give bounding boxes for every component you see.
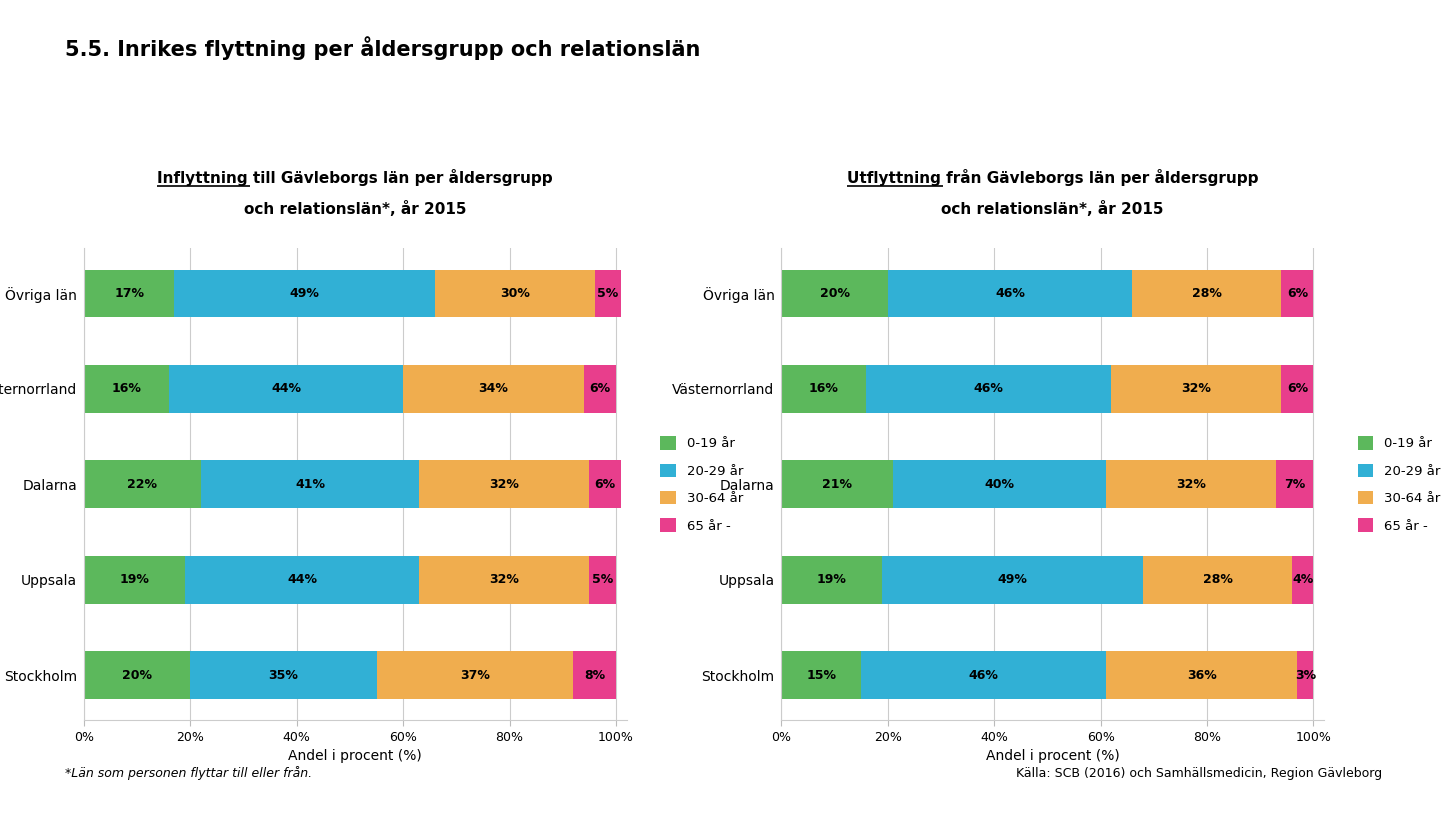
Bar [84, 651, 191, 699]
Text: 16%: 16% [111, 383, 142, 396]
Text: 8%: 8% [585, 668, 605, 681]
Text: 28%: 28% [1192, 287, 1221, 300]
Bar [1292, 556, 1314, 603]
Bar [84, 461, 201, 508]
Text: 5%: 5% [592, 573, 614, 586]
Bar [404, 365, 585, 413]
Bar [1143, 556, 1292, 603]
Text: 22%: 22% [127, 478, 158, 491]
Text: 5.5. Inrikes flyttning per åldersgrupp och relationslän: 5.5. Inrikes flyttning per åldersgrupp o… [65, 37, 700, 60]
Bar [84, 269, 174, 317]
Text: 17%: 17% [114, 287, 145, 300]
Text: 28%: 28% [1202, 573, 1233, 586]
Text: och relationslän*, år 2015: och relationslän*, år 2015 [942, 201, 1163, 217]
Bar [84, 365, 169, 413]
Text: Källa: SCB (2016) och Samhällsmedicin, Region Gävleborg: Källa: SCB (2016) och Samhällsmedicin, R… [1016, 767, 1382, 780]
Text: 41%: 41% [295, 478, 326, 491]
Text: 6%: 6% [595, 478, 616, 491]
Bar [781, 556, 883, 603]
Bar [1106, 461, 1276, 508]
Bar [589, 461, 621, 508]
Text: 6%: 6% [1286, 383, 1308, 396]
Text: 15%: 15% [806, 668, 836, 681]
Bar [1133, 269, 1282, 317]
Bar [1111, 365, 1282, 413]
Bar [1282, 365, 1314, 413]
Text: 40%: 40% [984, 478, 1014, 491]
Text: 20%: 20% [819, 287, 849, 300]
Bar [376, 651, 573, 699]
Text: 7%: 7% [1283, 478, 1305, 491]
Text: Utflyttning från Gävleborgs län per åldersgrupp: Utflyttning från Gävleborgs län per ålde… [846, 168, 1259, 186]
Text: 32%: 32% [1176, 478, 1205, 491]
Text: 37%: 37% [460, 668, 491, 681]
Text: 44%: 44% [287, 573, 317, 586]
Text: 20%: 20% [122, 668, 152, 681]
Bar [589, 556, 616, 603]
Bar [585, 365, 616, 413]
Bar [201, 461, 420, 508]
Text: 21%: 21% [822, 478, 852, 491]
Text: 19%: 19% [818, 573, 846, 586]
Bar [1276, 461, 1314, 508]
Bar [893, 461, 1106, 508]
Text: 3%: 3% [1295, 668, 1315, 681]
Bar [861, 651, 1106, 699]
Text: 4%: 4% [1292, 573, 1314, 586]
X-axis label: Andel i procent (%): Andel i procent (%) [985, 750, 1120, 764]
Text: 36%: 36% [1187, 668, 1217, 681]
Bar [781, 651, 861, 699]
Bar [185, 556, 420, 603]
Bar [420, 556, 589, 603]
Text: 49%: 49% [289, 287, 320, 300]
Bar [1106, 651, 1298, 699]
Bar [1298, 651, 1314, 699]
Bar [781, 365, 867, 413]
Text: 5%: 5% [598, 287, 618, 300]
Bar [1282, 269, 1314, 317]
Text: och relationslän*, år 2015: och relationslän*, år 2015 [245, 201, 466, 217]
Text: 46%: 46% [996, 287, 1024, 300]
Bar [883, 556, 1143, 603]
Text: 32%: 32% [489, 573, 519, 586]
Text: 6%: 6% [1286, 287, 1308, 300]
Bar [84, 556, 185, 603]
Legend: 0-19 år, 20-29 år, 30-64 år, 65 år -: 0-19 år, 20-29 år, 30-64 år, 65 år - [1353, 431, 1446, 538]
Bar [867, 365, 1111, 413]
Bar [888, 269, 1133, 317]
Legend: 0-19 år, 20-29 år, 30-64 år, 65 år -: 0-19 år, 20-29 år, 30-64 år, 65 år - [655, 431, 748, 538]
Bar [436, 269, 595, 317]
Text: 49%: 49% [998, 573, 1027, 586]
Text: 46%: 46% [974, 383, 1004, 396]
Text: 46%: 46% [968, 668, 998, 681]
Bar [781, 461, 893, 508]
Bar [595, 269, 621, 317]
Text: 34%: 34% [479, 383, 508, 396]
Text: Inflyttning till Gävleborgs län per åldersgrupp: Inflyttning till Gävleborgs län per ålde… [158, 168, 553, 186]
Text: 32%: 32% [489, 478, 519, 491]
Text: 16%: 16% [809, 383, 839, 396]
Text: 30%: 30% [499, 287, 530, 300]
Text: 6%: 6% [589, 383, 611, 396]
Text: 35%: 35% [269, 668, 298, 681]
Bar [573, 651, 616, 699]
Text: 19%: 19% [120, 573, 149, 586]
Text: *Län som personen flyttar till eller från.: *Län som personen flyttar till eller frå… [65, 766, 313, 780]
X-axis label: Andel i procent (%): Andel i procent (%) [288, 750, 423, 764]
Text: 32%: 32% [1181, 383, 1211, 396]
Bar [191, 651, 376, 699]
Bar [781, 269, 888, 317]
Bar [420, 461, 589, 508]
Text: 44%: 44% [271, 383, 301, 396]
Bar [174, 269, 436, 317]
Bar [169, 365, 404, 413]
